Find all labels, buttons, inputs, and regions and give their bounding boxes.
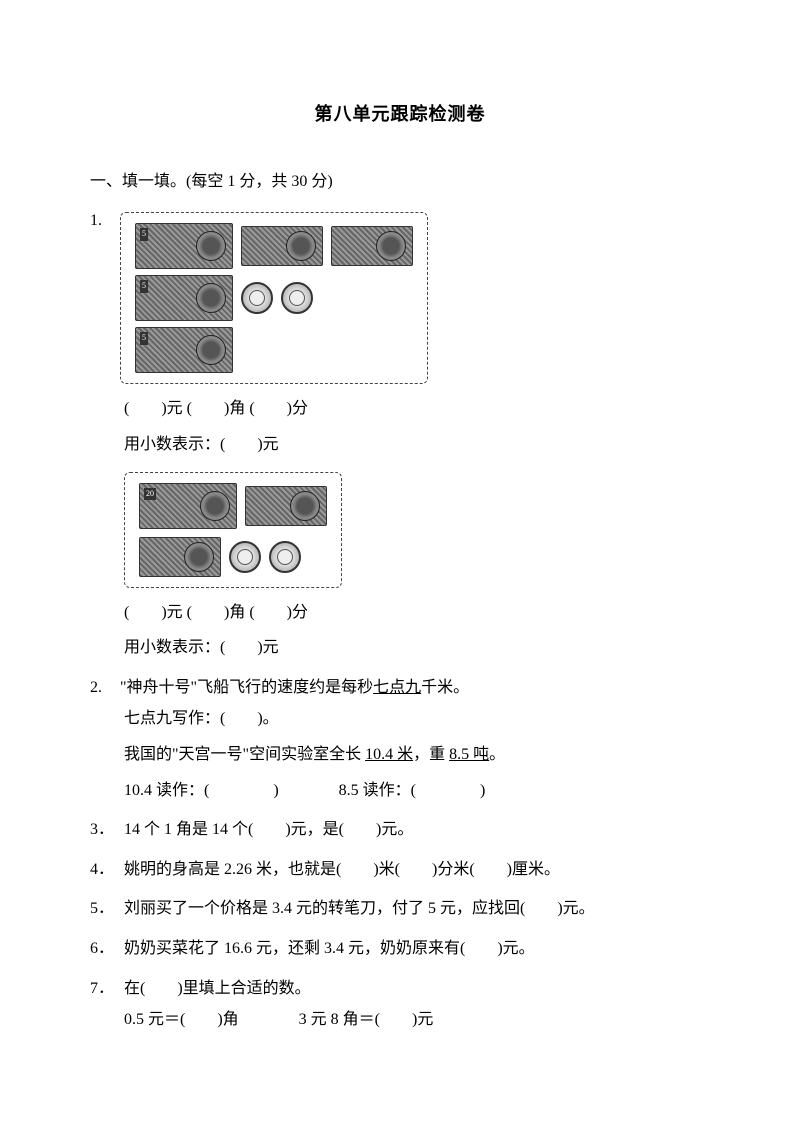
q1-blank-yuan-jiao-fen-1: ( )元 ( )角 ( )分 <box>124 396 710 422</box>
question-2: 2. "神舟十号"飞船飞行的速度约是每秒七点九千米。 七点九写作：( )。 我国… <box>90 675 710 803</box>
q3-number: 3． <box>90 817 114 843</box>
q7-text: 在( )里填上合适的数。 <box>124 976 311 1002</box>
money-box-1: 5 5 5 <box>120 212 428 384</box>
banknote-icon: 5 <box>135 223 233 269</box>
q2-line3-post: 。 <box>489 746 505 763</box>
q2-read-85: 8.5 读作：( ) <box>339 778 486 804</box>
worksheet-page: 第八单元跟踪检测卷 一、填一填。(每空 1 分，共 30 分) 1. 5 5 5 <box>0 0 800 1131</box>
q2-read-104: 10.4 读作：( ) <box>124 778 279 804</box>
q2-line3-mid: ，重 <box>413 746 449 763</box>
page-title: 第八单元跟踪检测卷 <box>90 100 710 129</box>
q2-line1-pre: "神舟十号"飞船飞行的速度约是每秒 <box>120 679 373 696</box>
question-4: 4． 姚明的身高是 2.26 米，也就是( )米( )分米( )厘米。 <box>90 857 710 883</box>
q4-number: 4． <box>90 857 114 883</box>
q7-number: 7． <box>90 976 114 1002</box>
question-7: 7． 在( )里填上合适的数。 0.5 元＝( )角 3 元 8 角＝( )元 <box>90 976 710 1033</box>
q6-number: 6． <box>90 936 114 962</box>
q2-tiangong: 我国的"天宫一号"空间实验室全长 10.4 米，重 8.5 吨。 <box>124 742 710 768</box>
q1-decimal-line-1: 用小数表示：( )元 <box>124 432 710 458</box>
q6-text: 奶奶买菜花了 16.6 元，还剩 3.4 元，奶奶原来有( )元。 <box>124 936 535 962</box>
banknote-icon <box>331 226 413 266</box>
q2-write: 七点九写作：( )。 <box>124 706 710 732</box>
coin-icon <box>229 541 261 573</box>
q1-blank-yuan-jiao-fen-2: ( )元 ( )角 ( )分 <box>124 600 710 626</box>
q7-suba: 0.5 元＝( )角 <box>124 1007 239 1033</box>
q5-number: 5． <box>90 896 114 922</box>
question-1: 1. 5 5 5 ( )元 ( )角 ( )分 用小数表示：( )元 <box>90 208 710 660</box>
q2-line1-post: 千米。 <box>421 679 469 696</box>
q5-text: 刘丽买了一个价格是 3.4 元的转笔刀，付了 5 元，应找回( )元。 <box>124 896 595 922</box>
q2-line3-pre: 我国的"天宫一号"空间实验室全长 <box>124 746 365 763</box>
money-box-2: 20 <box>124 472 342 588</box>
q7-subb: 3 元 8 角＝( )元 <box>299 1007 434 1033</box>
coin-icon <box>269 541 301 573</box>
coin-icon <box>281 282 313 314</box>
q2-read-row: 10.4 读作：( ) 8.5 读作：( ) <box>124 778 710 804</box>
q2-line3-u2: 8.5 吨 <box>449 746 489 763</box>
q1-decimal-line-2: 用小数表示：( )元 <box>124 635 710 661</box>
q2-number: 2. <box>90 675 110 701</box>
banknote-icon: 20 <box>139 483 237 529</box>
q7-subrow: 0.5 元＝( )角 3 元 8 角＝( )元 <box>124 1007 710 1033</box>
question-6: 6． 奶奶买菜花了 16.6 元，还剩 3.4 元，奶奶原来有( )元。 <box>90 936 710 962</box>
q2-line3-u1: 10.4 米 <box>365 746 413 763</box>
q4-text: 姚明的身高是 2.26 米，也就是( )米( )分米( )厘米。 <box>124 857 560 883</box>
banknote-icon <box>139 537 221 577</box>
q2-line1: "神舟十号"飞船飞行的速度约是每秒七点九千米。 <box>120 675 469 701</box>
question-5: 5． 刘丽买了一个价格是 3.4 元的转笔刀，付了 5 元，应找回( )元。 <box>90 896 710 922</box>
coin-icon <box>241 282 273 314</box>
q1-number: 1. <box>90 208 110 234</box>
section-1-heading: 一、填一填。(每空 1 分，共 30 分) <box>90 169 710 195</box>
banknote-icon <box>245 486 327 526</box>
question-3: 3． 14 个 1 角是 14 个( )元，是( )元。 <box>90 817 710 843</box>
banknote-icon: 5 <box>135 275 233 321</box>
q3-text: 14 个 1 角是 14 个( )元，是( )元。 <box>124 817 413 843</box>
q2-line1-underlined: 七点九 <box>373 679 421 696</box>
banknote-icon: 5 <box>135 327 233 373</box>
banknote-icon <box>241 226 323 266</box>
